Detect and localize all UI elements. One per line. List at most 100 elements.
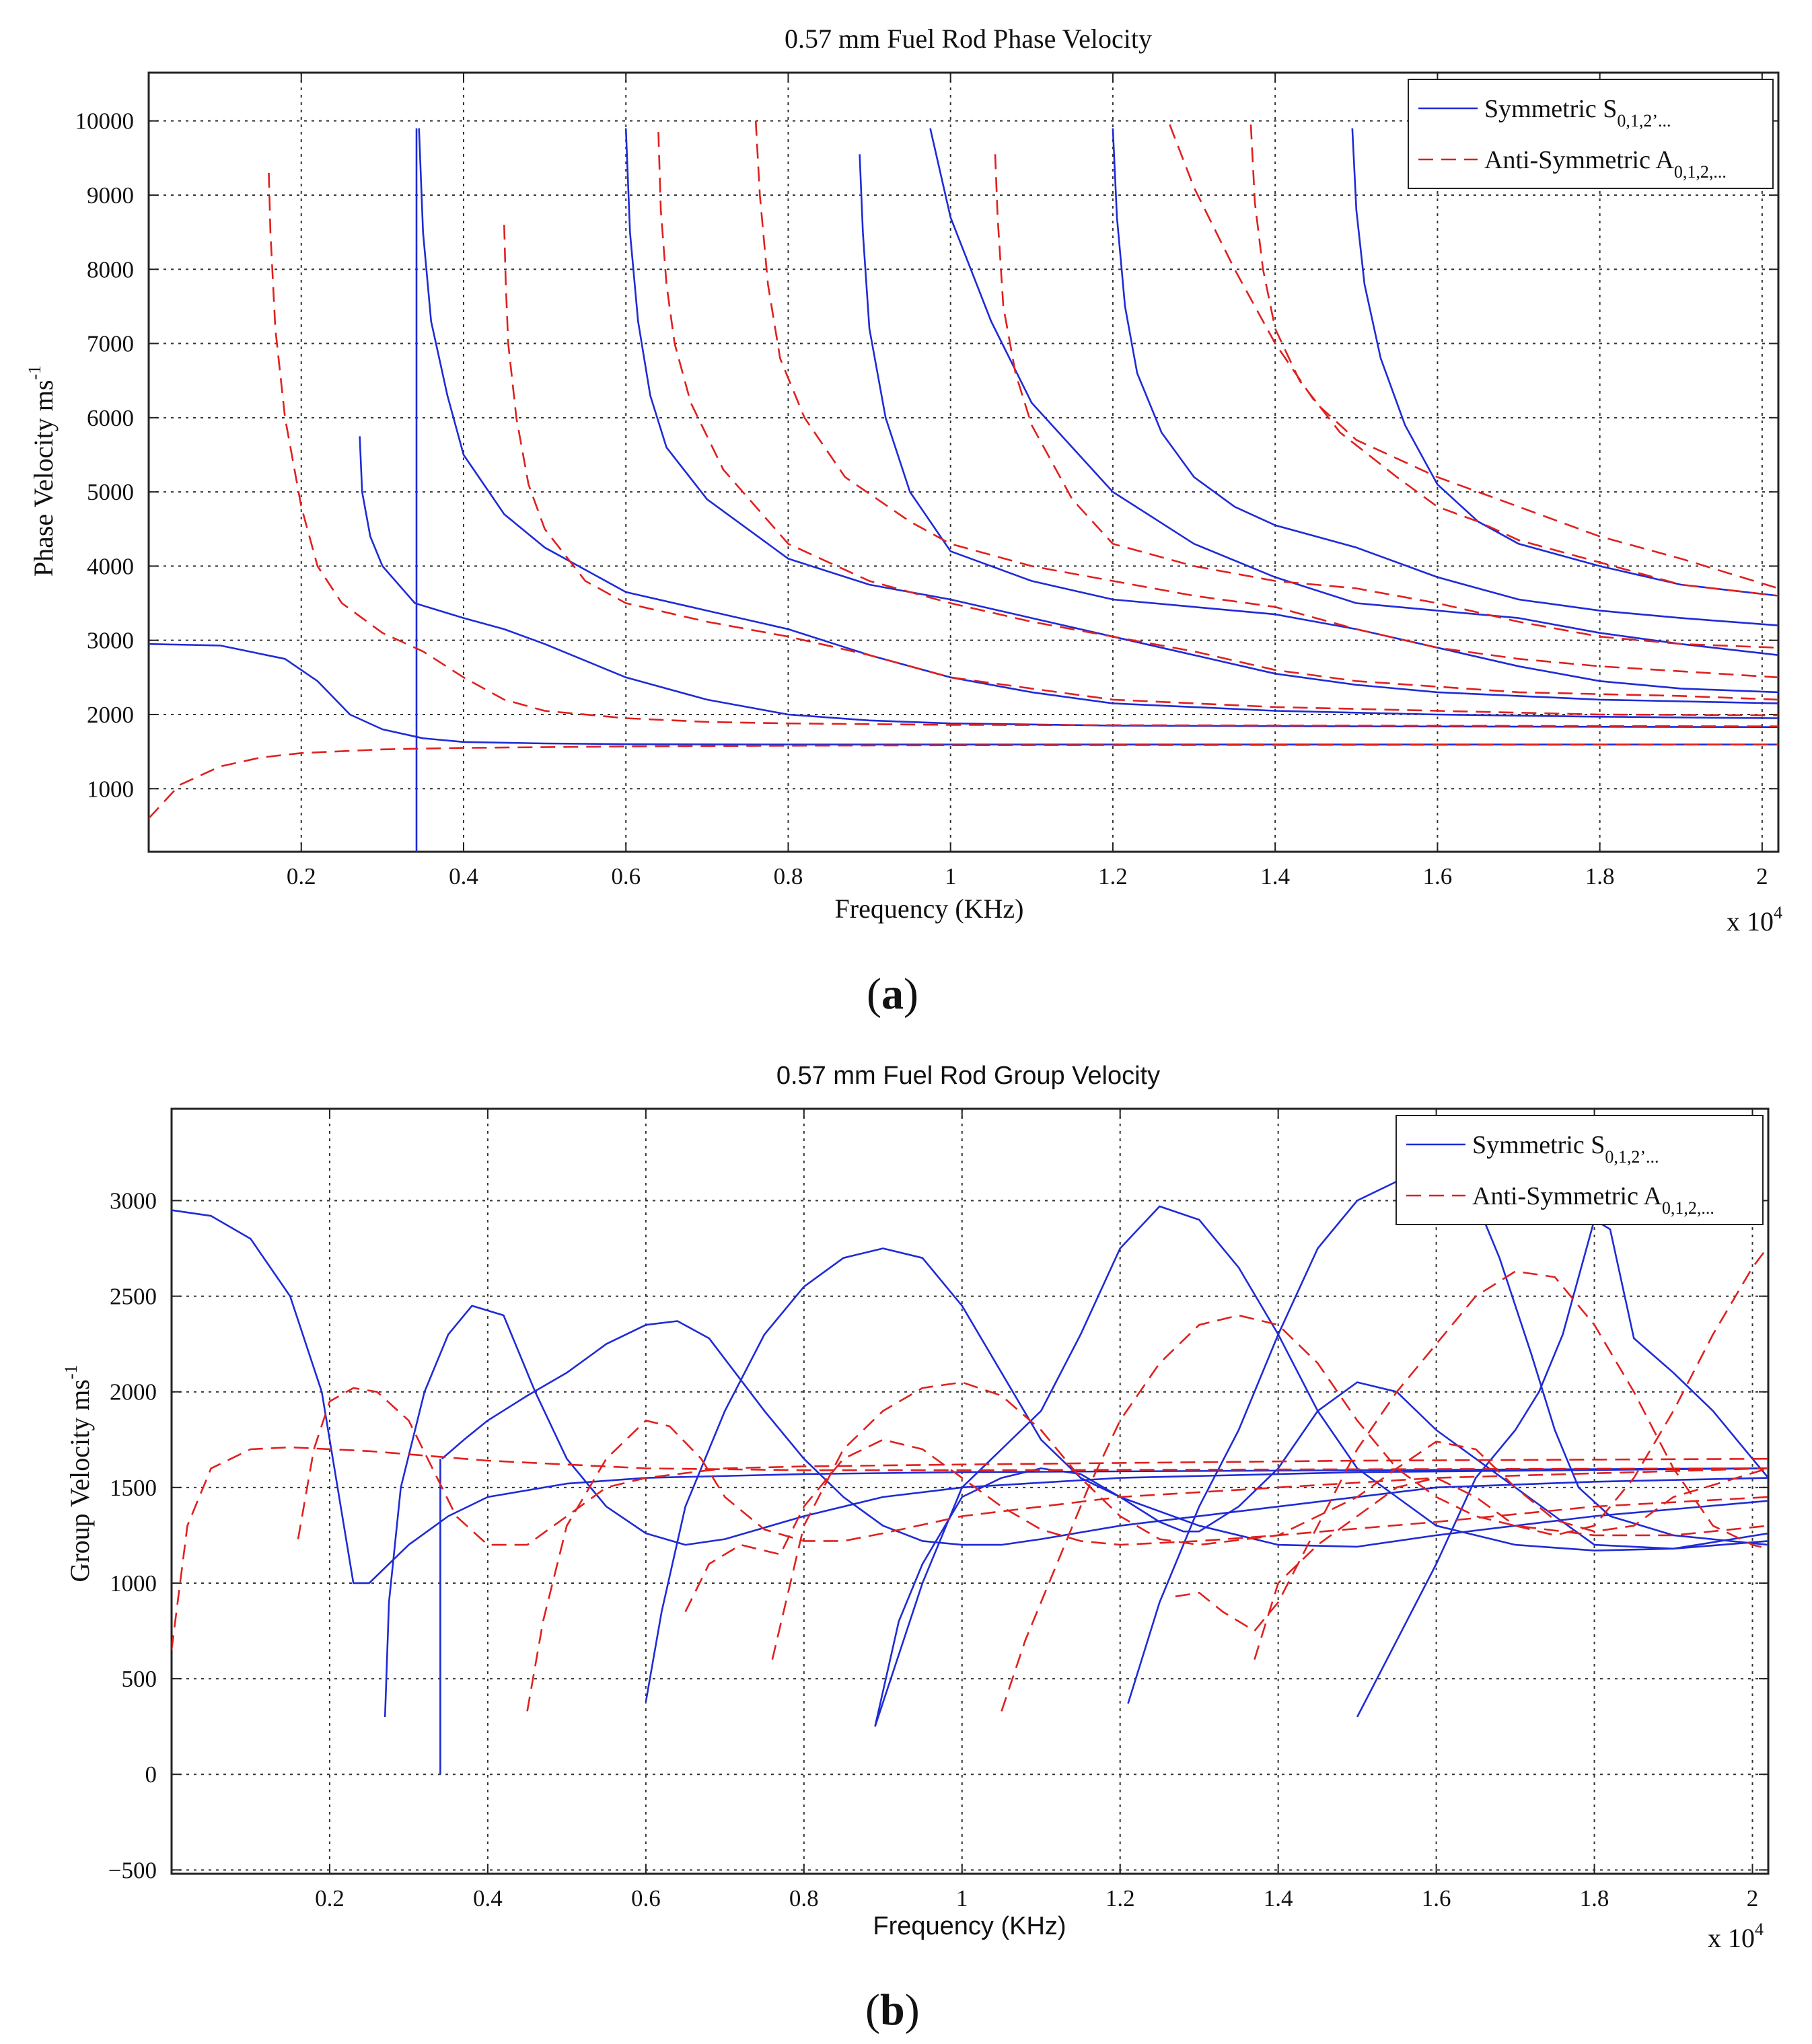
phase-velocity-chart: 0.57 mm Fuel Rod Phase Velocity 0.2 0.4 0.…	[25, 24, 1782, 937]
y-tick-label: 1000	[110, 1570, 157, 1597]
caption-a: (a)	[867, 969, 918, 1020]
y-axis-ticks: 1000 2000 3000 4000 5000 6000 7000 8000 9000 1000…	[75, 108, 1778, 802]
legend-antisymmetric-sub: 0,1,2,...	[1674, 162, 1727, 182]
legend: Symmetric S0,1,2’... Anti-Symmetric A0,1…	[1408, 79, 1774, 189]
y-tick-label: 2000	[110, 1379, 157, 1406]
x-axis-ticks: 0.2 0.4 0.6 0.8 1 1.2 1.4 1.6 1.8 2	[315, 1109, 1758, 1911]
x-tick-label: 0.8	[774, 863, 803, 889]
y-tick-label: 7000	[87, 331, 134, 357]
y-axis-label: Phase Velocity ms-1	[25, 365, 59, 577]
y-tick-label: 3000	[110, 1188, 157, 1214]
legend-antisymmetric-sub: 0,1,2,...	[1662, 1198, 1714, 1218]
x-tick-label: 1.6	[1423, 863, 1453, 889]
legend-symmetric-sub: 0,1,2’...	[1617, 111, 1671, 131]
x-axis-label: Frequency (KHz)	[835, 893, 1024, 924]
y-tick-label: 3000	[87, 628, 134, 654]
caption-b-letter: b	[879, 1985, 905, 2035]
y-tick-label: 9000	[87, 182, 134, 209]
series-line-s4	[859, 154, 1778, 694]
y-axis-label-sup: -1	[25, 365, 44, 380]
series-line-a3	[684, 1438, 1768, 1613]
y-tick-label: 500	[122, 1666, 157, 1692]
series-line-a2	[503, 225, 1778, 717]
x-tick-label: 0.6	[611, 863, 641, 889]
y-axis-label-sup: -1	[61, 1364, 81, 1379]
legend-symmetric-label: Symmetric S0,1,2’...	[1484, 95, 1671, 131]
plot-frame	[147, 71, 1780, 853]
grid	[172, 1109, 1768, 1874]
x-multiplier-exponent: 4	[1755, 1920, 1764, 1939]
x-multiplier-text: x 10	[1708, 1923, 1755, 1953]
legend-symmetric-sub: 0,1,2’...	[1605, 1147, 1659, 1167]
legend-symmetric-label: Symmetric S0,1,2’...	[1472, 1131, 1659, 1167]
y-tick-label: 0	[145, 1761, 157, 1788]
x-multiplier-text: x 10	[1727, 906, 1774, 937]
x-tick-label: 1.6	[1422, 1885, 1451, 1911]
series-line-a5	[994, 154, 1778, 649]
caption-a-open: (	[867, 970, 881, 1019]
x-tick-label: 1.2	[1098, 863, 1128, 889]
x-multiplier: x 104	[1708, 1920, 1764, 1953]
series-line-s0	[172, 1209, 1768, 1584]
series-line-s4	[874, 1381, 1768, 1727]
series-line-a3	[657, 132, 1778, 701]
x-tick-label: 0.2	[287, 863, 316, 889]
x-tick-label: 1.8	[1580, 1885, 1609, 1911]
series-line-a6	[1169, 124, 1778, 589]
x-tick-label: 0.8	[789, 1885, 819, 1911]
series-line-s7	[1356, 1218, 1768, 1718]
legend: Symmetric S0,1,2’... Anti-Symmetric A0,1…	[1396, 1115, 1764, 1225]
x-tick-label: 0.2	[315, 1885, 345, 1911]
x-tick-label: 1.4	[1260, 863, 1290, 889]
series-group	[149, 120, 1778, 852]
group-velocity-chart: 0.57 mm Fuel Rod Group Velocity 0.2 0.4 0.…	[61, 1062, 1770, 1953]
x-tick-label: 0.4	[473, 1885, 503, 1911]
series-line-s3	[624, 128, 1778, 704]
y-tick-label: 1000	[87, 776, 134, 802]
series-line-s1	[359, 436, 1778, 728]
legend-box	[1396, 1115, 1764, 1225]
y-axis-label-main: Group Velocity ms	[65, 1379, 95, 1582]
legend-box	[1408, 79, 1774, 189]
series-line-s5	[929, 128, 1778, 656]
series-line-a5	[1001, 1314, 1768, 1712]
grid	[149, 73, 1778, 852]
caption-a-close: )	[903, 970, 918, 1019]
x-axis-ticks: 0.2 0.4 0.6 0.8 1 1.2 1.4 1.6 1.8 2	[287, 73, 1768, 889]
x-tick-label: 1.4	[1264, 1885, 1293, 1911]
series-line-a7	[1254, 1245, 1768, 1660]
chart-title: 0.57 mm Fuel Rod Phase Velocity	[785, 24, 1152, 54]
series-line-s5	[874, 1205, 1768, 1727]
series-line-a2	[526, 1420, 1768, 1712]
y-tick-label: −500	[108, 1857, 157, 1883]
chart-title: 0.57 mm Fuel Rod Group Velocity	[776, 1062, 1160, 1090]
y-axis-label: Group Velocity ms-1	[61, 1364, 95, 1582]
series-group	[172, 1180, 1768, 1775]
x-axis-label: Frequency (KHz)	[873, 1912, 1066, 1940]
series-line-a4	[754, 120, 1778, 679]
legend-antisymmetric-label: Anti-Symmetric A0,1,2,...	[1472, 1182, 1714, 1218]
legend-symmetric-name: Symmetric S	[1484, 95, 1617, 123]
series-line-s2	[441, 1320, 1768, 1546]
y-tick-label: 6000	[87, 405, 134, 431]
series-line-s7	[1351, 128, 1778, 597]
x-multiplier-exponent: 4	[1774, 903, 1782, 922]
plot-frame	[170, 1107, 1770, 1875]
y-tick-label: 5000	[87, 479, 134, 505]
series-line-a4	[771, 1381, 1768, 1660]
legend-antisymmetric-name: Anti-Symmetric A	[1472, 1182, 1662, 1210]
series-line-s6	[1112, 128, 1778, 626]
x-tick-label: 0.4	[449, 863, 478, 889]
y-tick-label: 10000	[75, 108, 135, 135]
x-tick-label: 1.8	[1585, 863, 1615, 889]
series-line-a1	[297, 1387, 1768, 1546]
x-tick-label: 2	[1756, 863, 1768, 889]
series-line-s2	[418, 128, 1778, 719]
caption-b: (b)	[865, 1985, 920, 2036]
series-line-s0	[149, 643, 1778, 745]
legend-antisymmetric-label: Anti-Symmetric A0,1,2,...	[1484, 146, 1727, 182]
caption-b-open: (	[865, 1985, 880, 2035]
legend-antisymmetric-name: Anti-Symmetric A	[1484, 146, 1674, 174]
series-line-a7	[1249, 124, 1778, 597]
